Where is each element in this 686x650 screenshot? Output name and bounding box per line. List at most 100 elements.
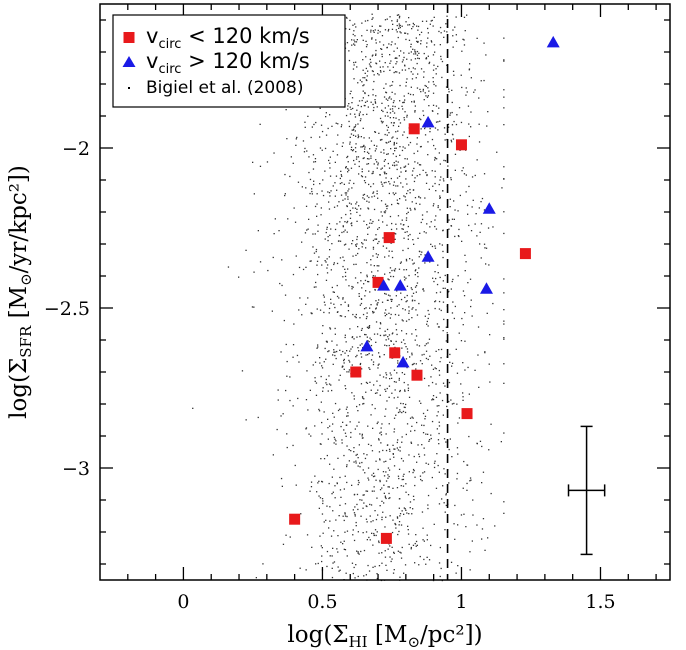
bigiel-dot	[367, 327, 370, 329]
bigiel-dot	[251, 306, 254, 308]
bigiel-dot	[429, 131, 431, 133]
bigiel-dot	[399, 100, 401, 102]
bigiel-dot	[419, 232, 421, 234]
bigiel-dot	[349, 209, 351, 212]
bigiel-dot	[375, 518, 378, 521]
bigiel-dot	[366, 158, 369, 160]
bigiel-dot	[368, 326, 370, 328]
bigiel-dot	[462, 324, 464, 326]
bigiel-dot	[361, 176, 364, 178]
bigiel-dot	[366, 100, 368, 102]
bigiel-dot	[439, 163, 441, 165]
bigiel-dot	[378, 227, 380, 229]
bigiel-dot	[451, 362, 454, 364]
bigiel-dot	[411, 78, 414, 80]
bigiel-dot	[418, 345, 421, 347]
bigiel-dot	[363, 198, 366, 200]
bigiel-dot	[435, 215, 437, 217]
bigiel-dot	[400, 341, 403, 343]
bigiel-dot	[418, 267, 420, 269]
bigiel-dot	[305, 205, 308, 207]
bigiel-dot	[416, 50, 419, 53]
bigiel-dot	[449, 112, 452, 114]
bigiel-dot	[423, 71, 425, 73]
bigiel-dot	[305, 569, 307, 571]
bigiel-dot	[372, 220, 374, 223]
bigiel-dot	[484, 351, 486, 353]
bigiel-dot	[427, 95, 429, 97]
bigiel-dot	[399, 450, 401, 452]
bigiel-dot	[405, 333, 408, 335]
bigiel-dot	[345, 572, 347, 574]
bigiel-dot	[385, 339, 387, 341]
bigiel-dot	[433, 64, 435, 66]
bigiel-dot	[316, 264, 318, 266]
bigiel-dot	[404, 411, 407, 414]
bigiel-dot	[406, 116, 408, 118]
bigiel-dot	[469, 551, 471, 553]
bigiel-dot	[418, 564, 420, 566]
bigiel-dot	[362, 114, 364, 116]
bigiel-dot	[433, 83, 435, 86]
bigiel-dot	[389, 16, 391, 18]
bigiel-dot	[380, 181, 382, 183]
bigiel-dot	[386, 153, 388, 155]
bigiel-dot	[323, 458, 326, 460]
bigiel-dot	[357, 156, 360, 158]
bigiel-dot	[384, 312, 386, 314]
bigiel-dot	[448, 228, 450, 230]
bigiel-dot	[351, 562, 354, 564]
bigiel-dot	[386, 124, 388, 127]
bigiel-dot	[310, 435, 312, 437]
bigiel-dot	[382, 245, 384, 247]
bigiel-dot	[315, 394, 318, 396]
bigiel-dot	[380, 442, 382, 444]
bigiel-dot	[245, 419, 247, 421]
bigiel-dot	[472, 199, 474, 201]
bigiel-dot	[339, 504, 341, 506]
bigiel-dot	[351, 336, 354, 338]
bigiel-dot	[352, 534, 354, 536]
bigiel-dot	[368, 341, 370, 343]
bigiel-dot	[434, 219, 436, 221]
bigiel-dot	[483, 243, 486, 245]
bigiel-dot	[376, 106, 378, 108]
bigiel-dot	[411, 354, 413, 356]
bigiel-dot	[371, 450, 374, 452]
bigiel-dot	[321, 547, 323, 549]
bigiel-dot	[409, 233, 411, 236]
bigiel-dot	[438, 152, 440, 154]
bigiel-dot	[329, 195, 331, 197]
bigiel-dot	[393, 165, 396, 167]
bigiel-dot	[470, 126, 472, 128]
bigiel-dot	[340, 217, 343, 219]
bigiel-dot	[447, 126, 450, 128]
bigiel-dot	[437, 65, 439, 68]
bigiel-dot	[387, 477, 389, 479]
bigiel-dot	[450, 561, 453, 563]
bigiel-dot	[393, 448, 395, 450]
low-vcirc-point	[289, 513, 301, 525]
bigiel-dot	[438, 421, 440, 423]
bigiel-dot	[409, 192, 411, 194]
bigiel-dot	[341, 231, 343, 234]
bigiel-dot	[411, 299, 414, 301]
bigiel-dot	[284, 294, 287, 296]
bigiel-dot	[326, 226, 328, 228]
high-vcirc-point	[421, 115, 435, 128]
bigiel-dot	[460, 121, 463, 124]
bigiel-dot	[481, 445, 483, 448]
bigiel-dot	[281, 485, 283, 487]
bigiel-dot	[503, 96, 505, 98]
bigiel-dot	[327, 418, 329, 420]
bigiel-dot	[339, 374, 341, 376]
bigiel-dot	[321, 264, 323, 266]
bigiel-dot	[347, 171, 349, 173]
bigiel-dot	[321, 481, 324, 483]
bigiel-dot	[446, 332, 448, 334]
bigiel-dot	[340, 315, 343, 317]
high-vcirc-point	[377, 279, 391, 291]
bigiel-dot	[394, 313, 397, 316]
bigiel-dot	[470, 77, 472, 79]
bigiel-dot	[389, 215, 392, 218]
